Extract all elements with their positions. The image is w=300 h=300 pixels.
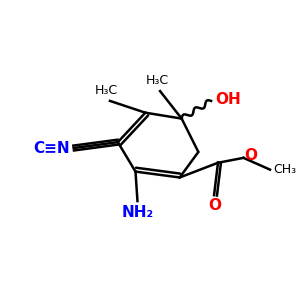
Text: C≡N: C≡N xyxy=(33,140,70,155)
Text: O: O xyxy=(208,198,221,213)
Text: OH: OH xyxy=(215,92,241,107)
Text: CH₃: CH₃ xyxy=(273,163,296,176)
Text: O: O xyxy=(244,148,257,164)
Text: NH₂: NH₂ xyxy=(122,205,154,220)
Text: H₃C: H₃C xyxy=(146,74,169,87)
Text: H₃C: H₃C xyxy=(94,84,118,97)
